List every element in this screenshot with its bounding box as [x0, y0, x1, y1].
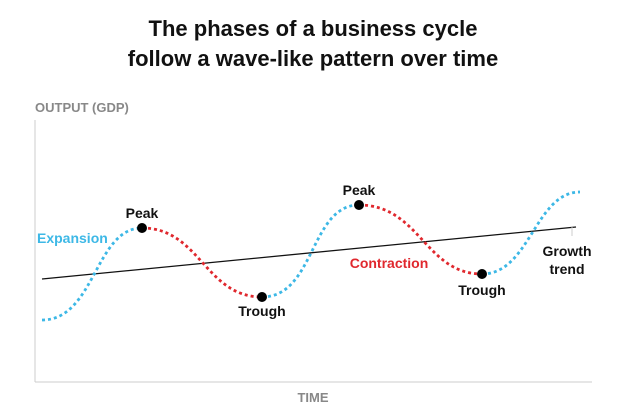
- trough-1-dot: [257, 292, 267, 302]
- expansion-label: Expansion: [37, 230, 108, 246]
- trough-2-dot: [477, 269, 487, 279]
- peak-2-dot: [354, 200, 364, 210]
- growth-trend-label-line-2: trend: [550, 261, 585, 277]
- trough-2-label: Trough: [458, 282, 505, 298]
- peak-1-dot: [137, 223, 147, 233]
- x-axis-label: TIME: [297, 390, 328, 405]
- trough-1-label: Trough: [238, 303, 285, 319]
- growth-trend-label-line-1: Growth: [543, 243, 592, 259]
- title-line-1: The phases of a business cycle: [148, 16, 478, 41]
- peak-2-label: Peak: [343, 182, 376, 198]
- peak-1-label: Peak: [126, 205, 159, 221]
- expansion-curve-3: [481, 190, 581, 276]
- contraction-curve-2: [358, 203, 483, 276]
- growth-trend-line: [41, 226, 577, 280]
- y-axis-label: OUTPUT (GDP): [35, 100, 129, 115]
- contraction-curve-1: [141, 226, 263, 299]
- expansion-curve-2: [261, 203, 360, 299]
- title-line-2: follow a wave-like pattern over time: [127, 46, 499, 71]
- chart-title: The phases of a business cycle follow a …: [0, 14, 626, 74]
- expansion-curve-1: [41, 226, 143, 322]
- contraction-label: Contraction: [350, 255, 429, 271]
